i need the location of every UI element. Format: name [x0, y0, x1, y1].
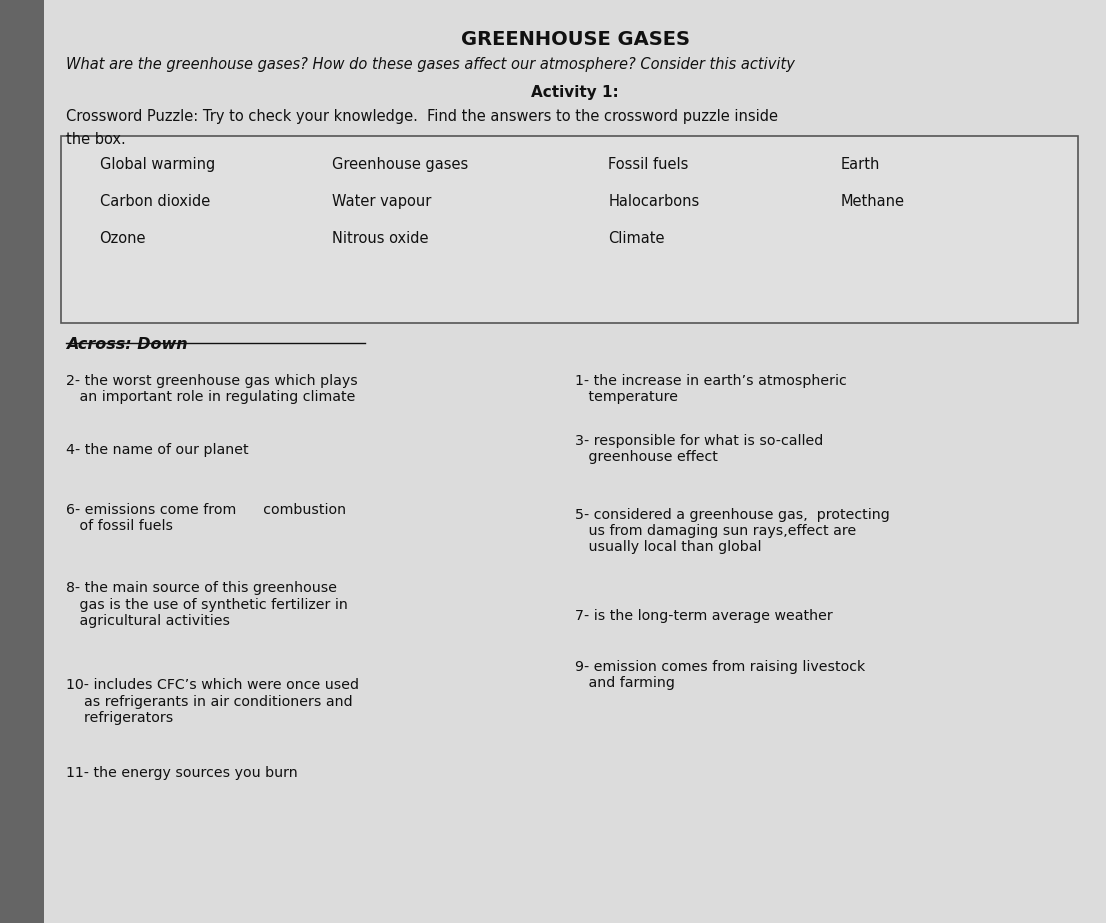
Text: 8- the main source of this greenhouse
   gas is the use of synthetic fertilizer : 8- the main source of this greenhouse ga…: [66, 581, 348, 628]
Text: Water vapour: Water vapour: [332, 194, 431, 209]
Text: Carbon dioxide: Carbon dioxide: [100, 194, 210, 209]
Text: the box.: the box.: [66, 132, 126, 147]
Text: GREENHOUSE GASES: GREENHOUSE GASES: [460, 30, 690, 49]
Text: 4- the name of our planet: 4- the name of our planet: [66, 443, 249, 457]
Text: 9- emission comes from raising livestock
   and farming: 9- emission comes from raising livestock…: [575, 660, 865, 690]
Text: 3- responsible for what is so-called
   greenhouse effect: 3- responsible for what is so-called gre…: [575, 434, 823, 464]
Text: 11- the energy sources you burn: 11- the energy sources you burn: [66, 766, 299, 780]
Text: Activity 1:: Activity 1:: [531, 85, 619, 100]
Text: Global warming: Global warming: [100, 157, 215, 172]
Text: What are the greenhouse gases? How do these gases affect our atmosphere? Conside: What are the greenhouse gases? How do th…: [66, 57, 795, 72]
Text: Crossword Puzzle: Try to check your knowledge.  Find the answers to the crosswor: Crossword Puzzle: Try to check your know…: [66, 109, 779, 124]
Text: Fossil fuels: Fossil fuels: [608, 157, 689, 172]
Text: Across: Down: Across: Down: [66, 337, 188, 352]
Text: 5- considered a greenhouse gas,  protecting
   us from damaging sun rays,effect : 5- considered a greenhouse gas, protecti…: [575, 508, 890, 554]
FancyBboxPatch shape: [61, 136, 1078, 323]
FancyBboxPatch shape: [44, 0, 1106, 923]
Text: 10- includes CFC’s which were once used
    as refrigerants in air conditioners : 10- includes CFC’s which were once used …: [66, 678, 359, 725]
Text: Ozone: Ozone: [100, 231, 146, 246]
Text: Halocarbons: Halocarbons: [608, 194, 700, 209]
Text: Earth: Earth: [841, 157, 880, 172]
Text: 7- is the long-term average weather: 7- is the long-term average weather: [575, 609, 833, 623]
Text: Climate: Climate: [608, 231, 665, 246]
Text: 6- emissions come from      combustion
   of fossil fuels: 6- emissions come from combustion of fos…: [66, 503, 346, 533]
Polygon shape: [0, 0, 61, 923]
Text: 2- the worst greenhouse gas which plays
   an important role in regulating clima: 2- the worst greenhouse gas which plays …: [66, 374, 358, 404]
Text: Methane: Methane: [841, 194, 905, 209]
Text: 1- the increase in earth’s atmospheric
   temperature: 1- the increase in earth’s atmospheric t…: [575, 374, 847, 404]
Text: Nitrous oxide: Nitrous oxide: [332, 231, 428, 246]
Text: Greenhouse gases: Greenhouse gases: [332, 157, 468, 172]
